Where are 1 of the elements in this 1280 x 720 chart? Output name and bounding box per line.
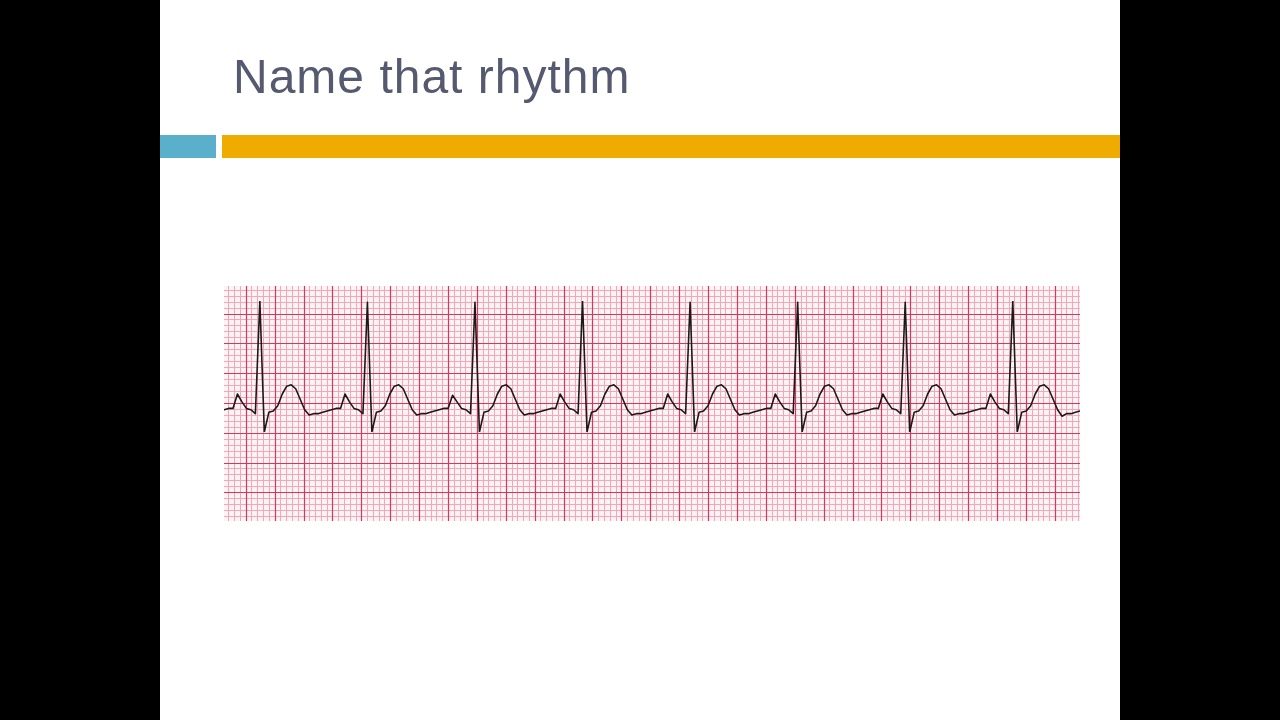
chart-title: Name that rhythm xyxy=(233,49,631,105)
